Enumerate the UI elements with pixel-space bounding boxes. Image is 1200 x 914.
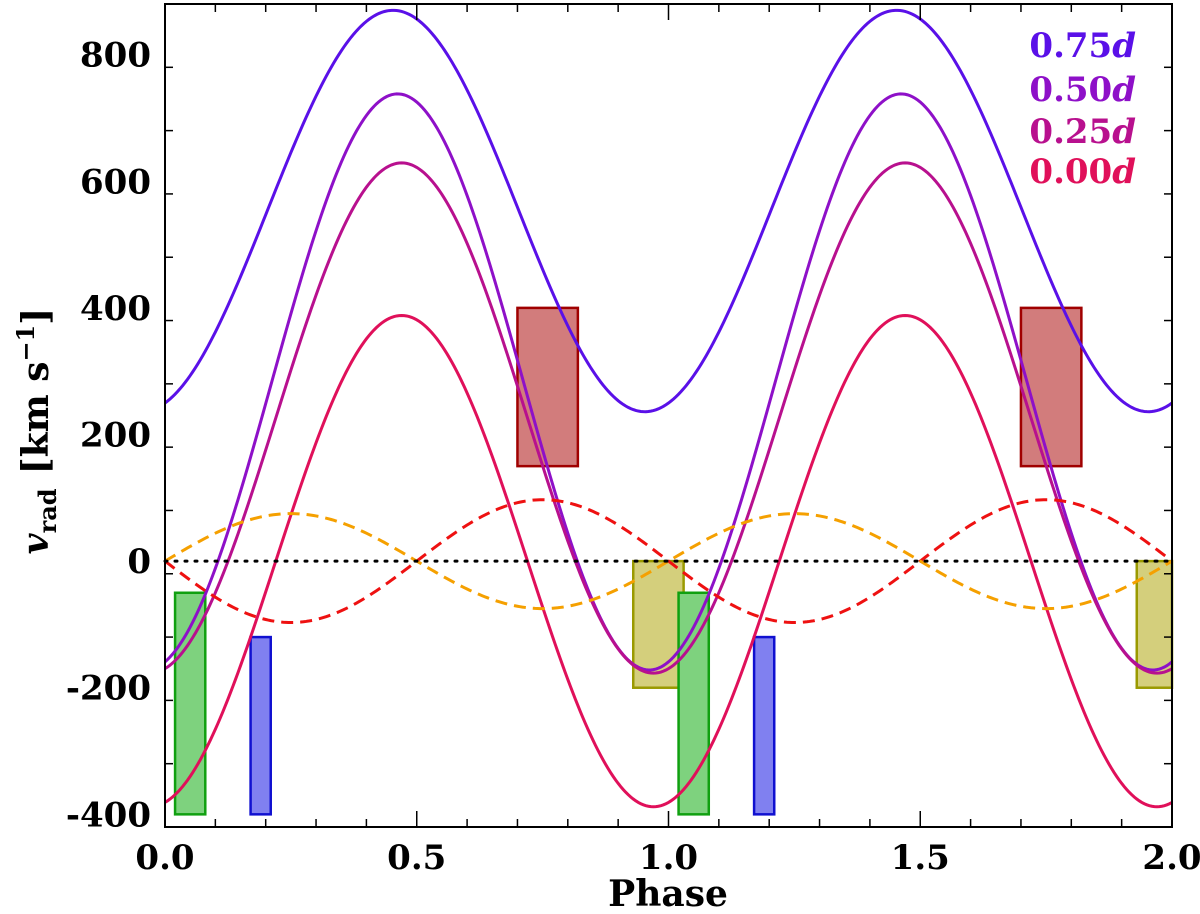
x-tick-label: 0.5: [387, 838, 446, 878]
blue-box: [752, 635, 776, 816]
y-axis-subscript: rad: [33, 488, 62, 533]
red-box: [516, 306, 580, 468]
x-tick-labels: 0.0 0.5 1.0 1.5 2.0: [135, 838, 1200, 878]
y-axis-title: vrad [km s−1]: [11, 308, 62, 555]
legend-value: 0.00: [1029, 152, 1112, 192]
y-tick-label: 0: [127, 542, 151, 582]
legend-label-075: 0.75d: [1029, 26, 1136, 66]
legend-symbol: d: [1112, 26, 1136, 66]
x-tick-label: 0.0: [135, 838, 194, 878]
series-layer: [163, 8, 1173, 809]
red-box: [1019, 306, 1083, 468]
x-tick-label: 2.0: [1142, 838, 1200, 878]
green-box: [173, 591, 207, 816]
legend: 0.75d 0.50d 0.25d 0.00d: [1029, 26, 1136, 192]
legend-value: 0.75: [1029, 26, 1112, 66]
legend-label-000: 0.00d: [1029, 152, 1136, 192]
series-line-0.25d: [164, 161, 1173, 675]
blue-box: [249, 635, 272, 816]
legend-label-025: 0.25d: [1029, 112, 1136, 152]
x-tick-label: 1.0: [639, 838, 698, 878]
x-axis-title: Phase: [608, 873, 728, 914]
series-line-0.50d: [163, 92, 1173, 672]
y-axis-var: v: [15, 532, 57, 554]
y-axis-unit-sup: −1: [11, 325, 40, 362]
legend-symbol: d: [1112, 152, 1136, 192]
legend-value: 0.25: [1029, 112, 1112, 152]
x-tick-label: 1.5: [891, 838, 950, 878]
legend-value: 0.50: [1029, 70, 1112, 110]
legend-label-050: 0.50d: [1029, 70, 1136, 110]
y-tick-labels: -400 -200 0 200 400 600 800: [66, 36, 151, 836]
y-axis-unit-pre: [km s: [15, 362, 57, 475]
series-line-dashed-orange: [164, 512, 1173, 611]
y-tick-label: -400: [66, 795, 151, 835]
y-tick-label: 200: [80, 415, 151, 455]
y-axis-unit-post: ]: [15, 308, 57, 325]
series-line-0.00d: [164, 313, 1173, 809]
y-tick-label: 800: [80, 36, 151, 76]
y-tick-label: 600: [80, 162, 151, 202]
y-tick-label: -200: [66, 669, 151, 709]
legend-symbol: d: [1112, 70, 1136, 110]
plot-frame: [164, 3, 1173, 828]
y-tick-label: 400: [80, 289, 151, 329]
legend-symbol: d: [1112, 112, 1136, 152]
series-line-0.75d: [164, 8, 1173, 414]
